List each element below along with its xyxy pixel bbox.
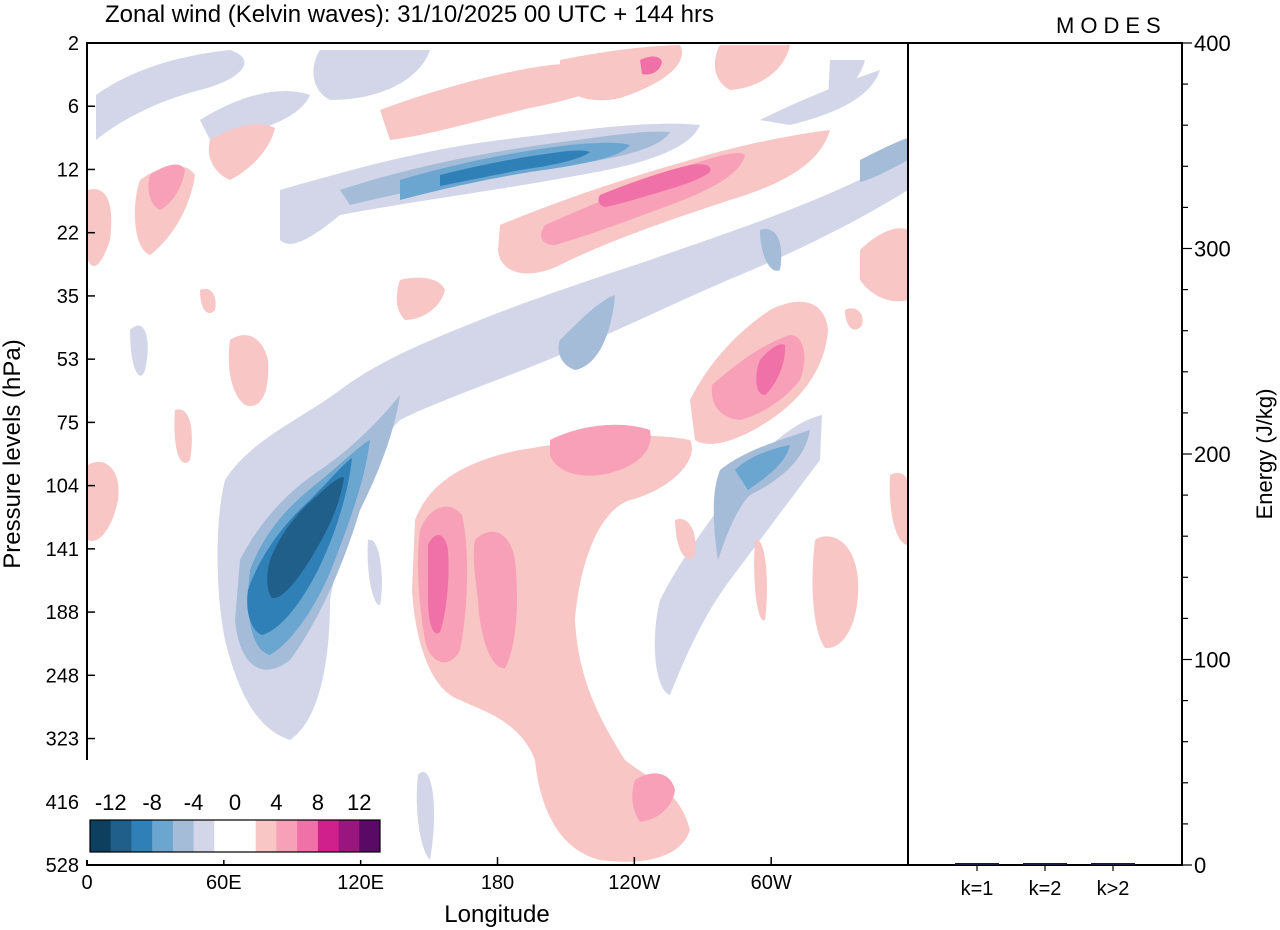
modes-logo: MODES (1056, 13, 1167, 38)
y-tick-label: 248 (46, 665, 79, 687)
y-tick-label: 75 (57, 412, 79, 434)
energy-panel-frame (907, 42, 1183, 866)
energy-tick-label: 0 (1194, 853, 1206, 878)
colorbar-legend: -12 -8 -4 0 4 8 12 (86, 760, 384, 860)
y-axis: 2 6 12 22 35 53 75 104 141 188 248 323 416 528 (46, 33, 95, 877)
y-tick-label: 416 (46, 792, 79, 814)
colorbar-swatch (172, 820, 195, 852)
colorbar-label: -12 (95, 790, 127, 815)
y-tick-label: 2 (68, 33, 79, 55)
energy-category-label: k=2 (1029, 878, 1062, 900)
energy-axis-label: Energy (J/kg) (1252, 389, 1277, 520)
energy-tick-label: 200 (1194, 442, 1231, 467)
x-tick-label: 120E (337, 872, 384, 894)
energy-axis: 0 100 200 300 400 (1182, 31, 1231, 878)
colorbar-swatch (276, 820, 298, 852)
colorbar-label: 8 (312, 790, 324, 815)
energy-tick-label: 100 (1194, 648, 1231, 673)
chart-title: Zonal wind (Kelvin waves): 31/10/2025 00… (105, 1, 714, 28)
energy-bar (955, 863, 999, 865)
energy-category-label: k=1 (961, 878, 994, 900)
y-tick-label: 141 (46, 539, 79, 561)
y-tick-label: 53 (57, 349, 79, 371)
colorbar-label: 0 (229, 790, 241, 815)
x-axis-label: Longitude (444, 901, 549, 928)
colorbar-swatch (235, 820, 257, 852)
y-tick-label: 528 (46, 855, 79, 877)
colorbar-label: 4 (270, 790, 282, 815)
x-tick-label: 0 (81, 872, 92, 894)
y-tick-label: 323 (46, 729, 79, 751)
colorbar-swatch (90, 820, 112, 852)
x-axis: 0 60E 120E 180 120W 60W (81, 857, 792, 894)
colorbar-swatch (152, 820, 174, 852)
y-tick-label: 22 (57, 223, 79, 245)
colorbar-label: -4 (184, 790, 204, 815)
energy-tick-label: 300 (1194, 237, 1231, 262)
colorbar-swatch (359, 820, 381, 852)
y-axis-label: Pressure levels (hPa) (0, 339, 26, 568)
energy-bar (1023, 863, 1067, 865)
energy-category-label: k>2 (1097, 878, 1130, 900)
energy-bar (1091, 863, 1135, 865)
colorbar-swatch (193, 820, 215, 852)
colorbar-swatch (317, 820, 340, 852)
y-tick-label: 12 (57, 159, 79, 181)
colorbar-swatch (297, 820, 319, 852)
colorbar-border (89, 819, 381, 853)
y-tick-label: 188 (46, 602, 79, 624)
colorbar-label: 12 (347, 790, 371, 815)
colorbar-swatch (255, 820, 277, 852)
colorbar-swatch (131, 820, 153, 852)
y-tick-label: 35 (57, 286, 79, 308)
x-tick-label: 120W (608, 872, 660, 894)
energy-tick-label: 400 (1194, 31, 1231, 56)
colorbar-swatch (214, 820, 236, 852)
colorbar-label: -8 (142, 790, 162, 815)
x-tick-label: 180 (481, 872, 514, 894)
colorbar-swatch (338, 820, 360, 852)
x-tick-label: 60E (206, 872, 242, 894)
y-tick-label: 104 (46, 476, 79, 498)
y-tick-label: 6 (68, 96, 79, 118)
x-tick-label: 60W (751, 872, 792, 894)
wind-contour-field (88, 45, 908, 862)
colorbar-swatch (110, 820, 132, 852)
energy-bars: k=1 k=2 k>2 (955, 863, 1135, 900)
